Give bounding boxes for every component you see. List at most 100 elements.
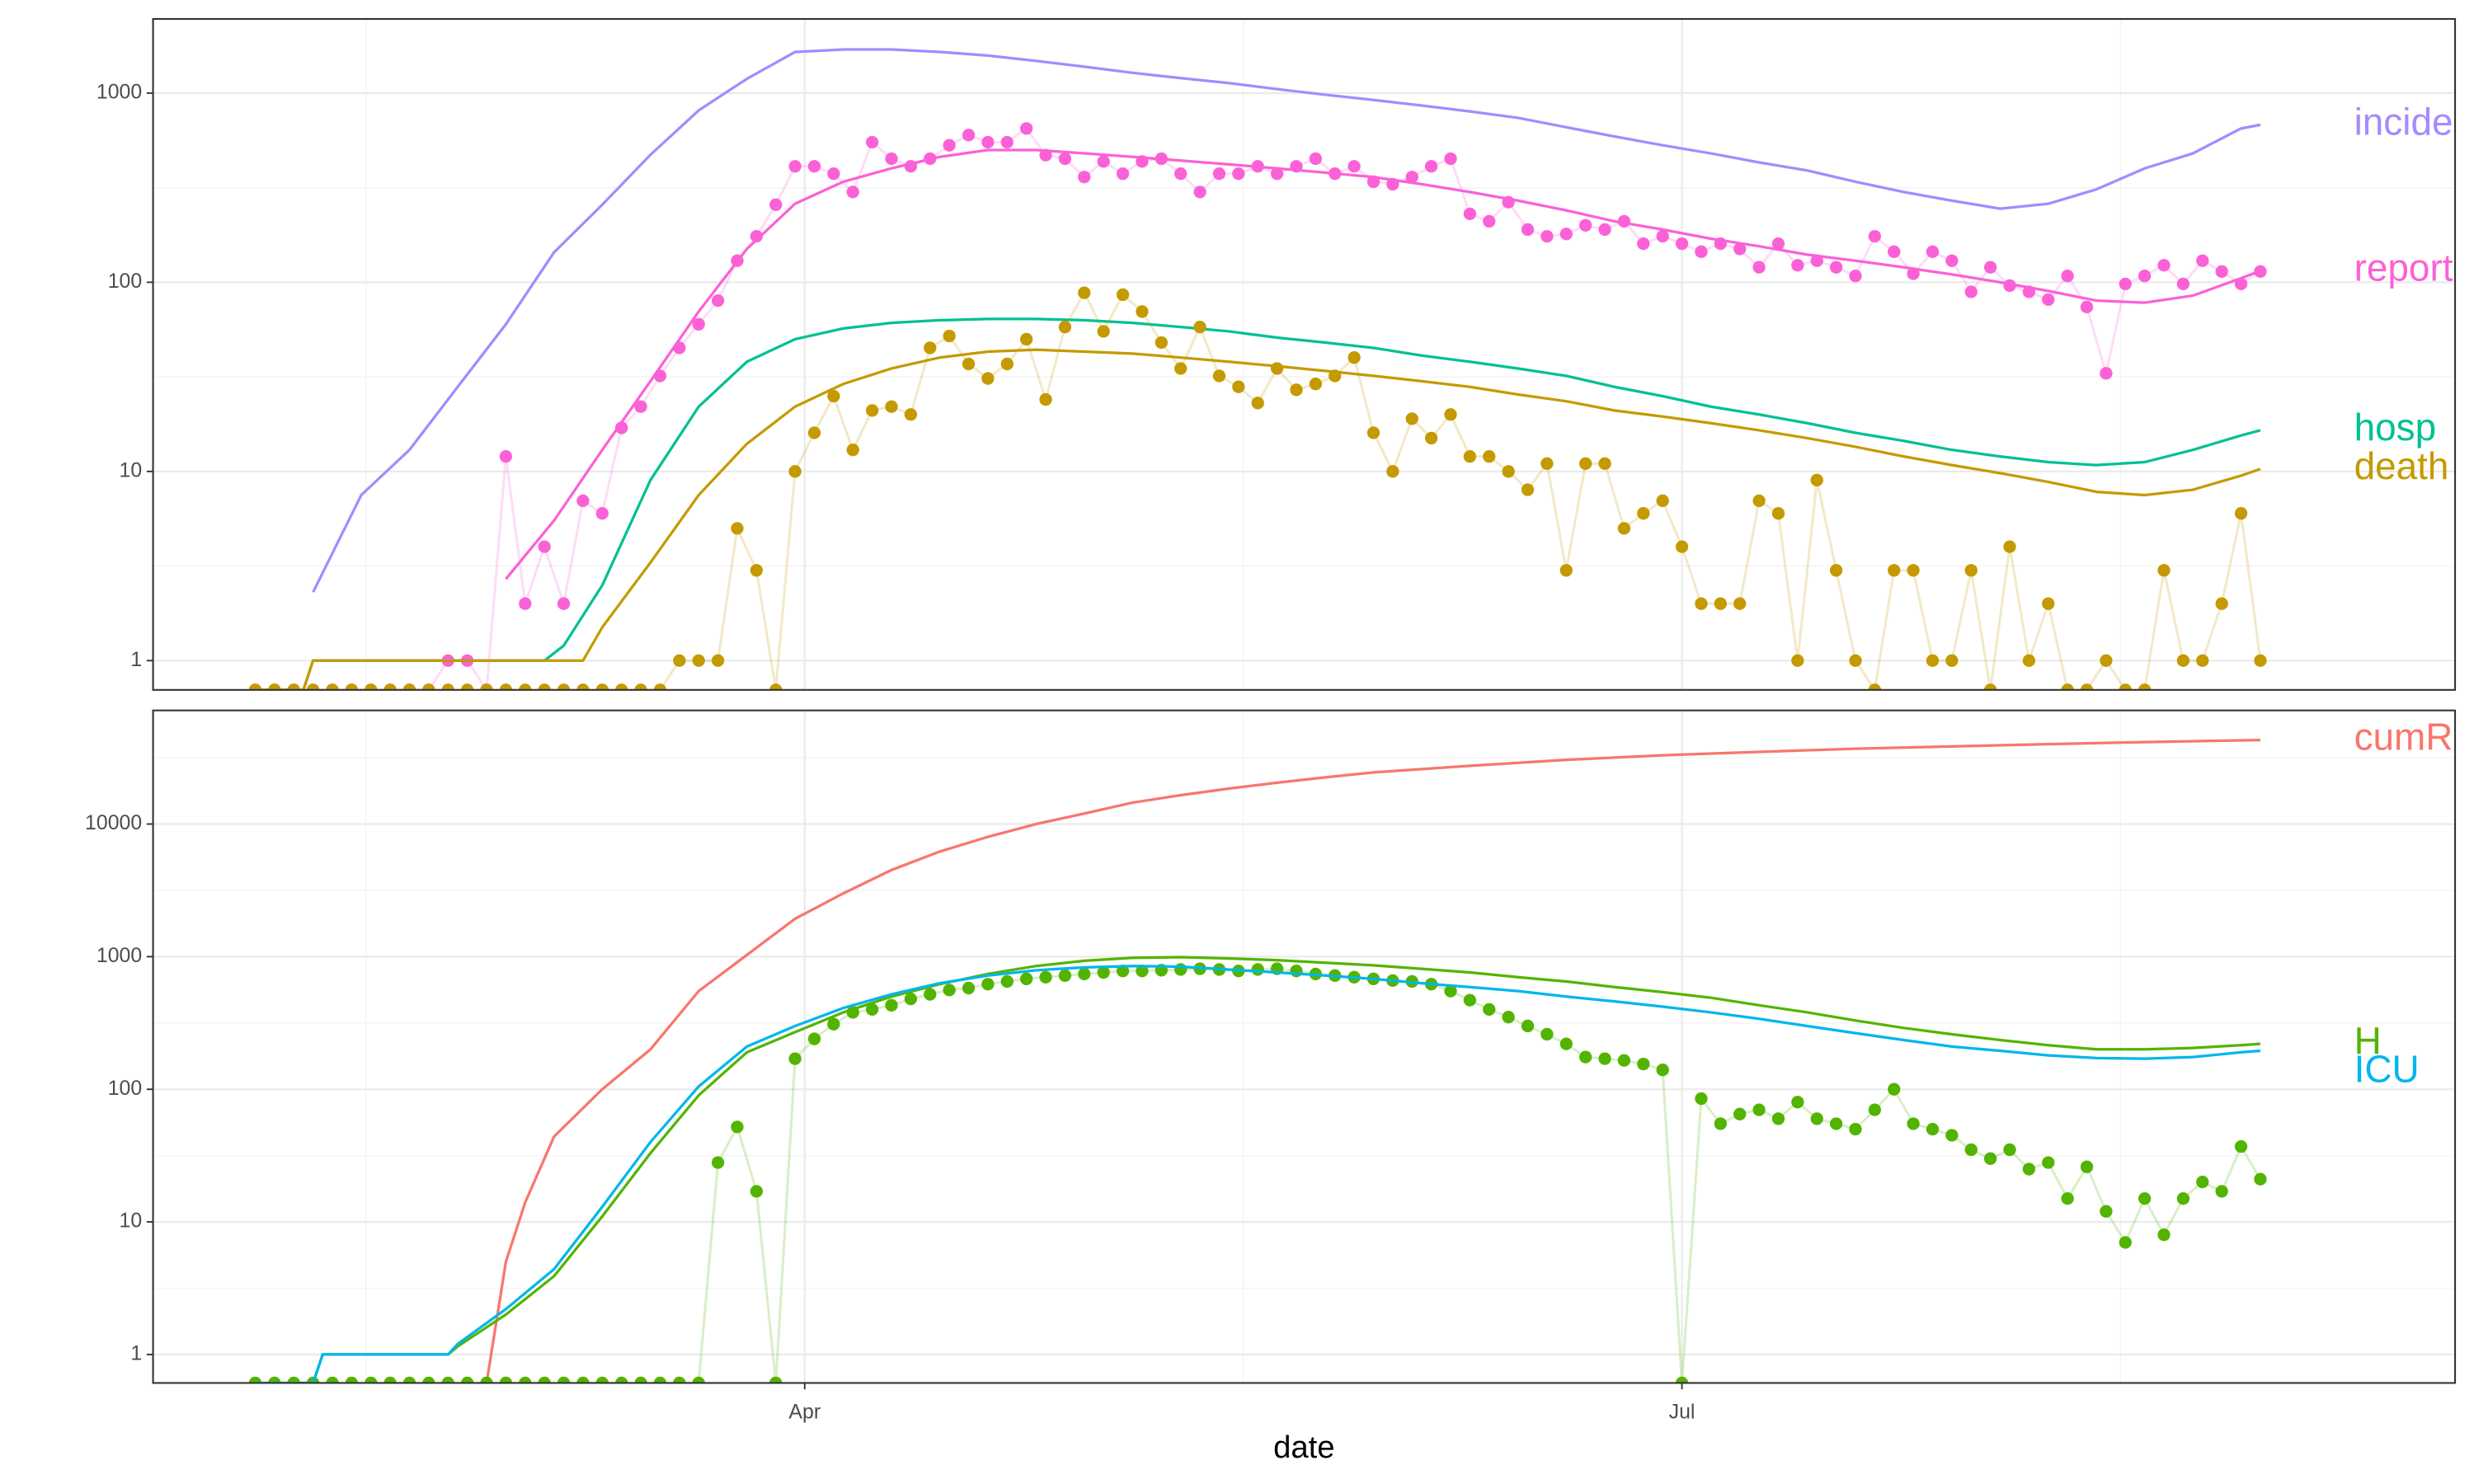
observed-point bbox=[2061, 1192, 2074, 1205]
observed-point bbox=[1810, 254, 1823, 267]
observed-point bbox=[2080, 1160, 2094, 1173]
observed-point bbox=[1791, 654, 1804, 667]
observed-point bbox=[615, 421, 628, 434]
observed-point bbox=[557, 597, 571, 610]
observed-point bbox=[365, 1376, 378, 1383]
observed-point bbox=[1309, 378, 1322, 391]
observed-point bbox=[1251, 963, 1264, 976]
observed-point bbox=[1829, 564, 1843, 577]
observed-point bbox=[846, 186, 859, 199]
observed-point bbox=[1155, 336, 1168, 350]
fitted-line bbox=[255, 965, 2261, 1383]
observed-point bbox=[1945, 254, 1959, 267]
observed-point bbox=[499, 1376, 513, 1383]
observed-point bbox=[1964, 285, 1978, 298]
observed-point bbox=[2157, 564, 2171, 577]
observed-point bbox=[2119, 277, 2132, 291]
observed-point bbox=[981, 978, 995, 991]
observed-point bbox=[1675, 1376, 1689, 1383]
observed-point bbox=[595, 683, 609, 690]
observed-point bbox=[1849, 1122, 1862, 1136]
observed-point bbox=[1656, 1064, 1669, 1077]
observed-point bbox=[692, 654, 705, 667]
observed-point bbox=[750, 564, 764, 577]
observed-point bbox=[981, 372, 995, 385]
series-label: report bbox=[2354, 247, 2453, 289]
series-label: H bbox=[2354, 1019, 2382, 1062]
observed-point bbox=[2042, 1156, 2055, 1169]
observed-point bbox=[1868, 1103, 1881, 1116]
observed-point bbox=[1212, 167, 1226, 181]
observed-point bbox=[519, 1376, 532, 1383]
observed-point bbox=[1251, 397, 1264, 410]
y-tick-label: 10000 bbox=[85, 811, 142, 834]
observed-point bbox=[885, 998, 898, 1012]
observed-point bbox=[1559, 564, 1573, 577]
observed-point bbox=[1771, 507, 1785, 520]
observed-point bbox=[1290, 965, 1303, 978]
observed-point bbox=[383, 1376, 397, 1383]
y-tick-label: 100 bbox=[108, 270, 142, 293]
observed-point bbox=[807, 160, 821, 173]
observed-point bbox=[538, 540, 551, 553]
observed-point bbox=[750, 1185, 764, 1198]
observed-point bbox=[499, 449, 513, 463]
observed-point bbox=[1366, 175, 1380, 189]
observed-point bbox=[268, 683, 281, 690]
observed-point bbox=[885, 152, 898, 166]
y-tick-label: 1000 bbox=[96, 944, 142, 967]
observed-point bbox=[634, 400, 647, 413]
observed-point bbox=[1849, 270, 1862, 283]
observed-point bbox=[2196, 254, 2209, 267]
observed-point bbox=[1983, 261, 1997, 274]
observed-point bbox=[962, 129, 976, 142]
observed-point bbox=[1791, 259, 1804, 272]
observed-point bbox=[1656, 494, 1669, 508]
observed-point bbox=[2042, 597, 2055, 610]
observed-point bbox=[731, 522, 744, 535]
observed-point bbox=[1444, 408, 1457, 421]
observed-point bbox=[2022, 285, 2036, 298]
observed-point bbox=[1945, 1129, 1959, 1142]
observed-point bbox=[634, 683, 647, 690]
panel-border bbox=[152, 709, 2457, 1384]
observed-point bbox=[673, 654, 686, 667]
observed-point bbox=[422, 683, 435, 690]
observed-point bbox=[557, 683, 571, 690]
observed-point bbox=[711, 654, 725, 667]
observed-point bbox=[1155, 152, 1168, 166]
observed-point bbox=[383, 683, 397, 690]
observed-point bbox=[1752, 494, 1766, 508]
observed-point bbox=[287, 683, 300, 690]
observed-point bbox=[1637, 1057, 1650, 1071]
observed-point bbox=[2215, 597, 2228, 610]
observed-point bbox=[1097, 155, 1110, 168]
observed-point bbox=[1540, 1027, 1554, 1041]
observed-point bbox=[1097, 325, 1110, 338]
observed-point bbox=[1695, 597, 1708, 610]
observed-point bbox=[904, 992, 918, 1006]
observed-point bbox=[1097, 965, 1110, 979]
observed-point bbox=[1907, 1117, 1920, 1130]
observed-point bbox=[287, 1376, 300, 1383]
observed-point bbox=[2100, 1205, 2113, 1218]
observed-point bbox=[827, 389, 840, 403]
observed-point bbox=[2100, 367, 2113, 380]
y-tick-label: 1000 bbox=[96, 80, 142, 103]
observed-point bbox=[1386, 177, 1399, 191]
observed-point bbox=[1463, 449, 1477, 463]
observed-point bbox=[1000, 135, 1014, 149]
observed-point bbox=[1136, 305, 1149, 318]
observed-point bbox=[1136, 965, 1149, 978]
observed-point bbox=[1849, 654, 1862, 667]
observed-point bbox=[1578, 1050, 1592, 1064]
observed-point bbox=[2138, 270, 2152, 283]
observed-point bbox=[1521, 483, 1535, 496]
observed-point bbox=[2157, 1228, 2171, 1242]
observed-point bbox=[711, 1156, 725, 1169]
observed-point bbox=[769, 683, 783, 690]
observed-point bbox=[904, 160, 918, 173]
observed-point bbox=[827, 1017, 840, 1031]
